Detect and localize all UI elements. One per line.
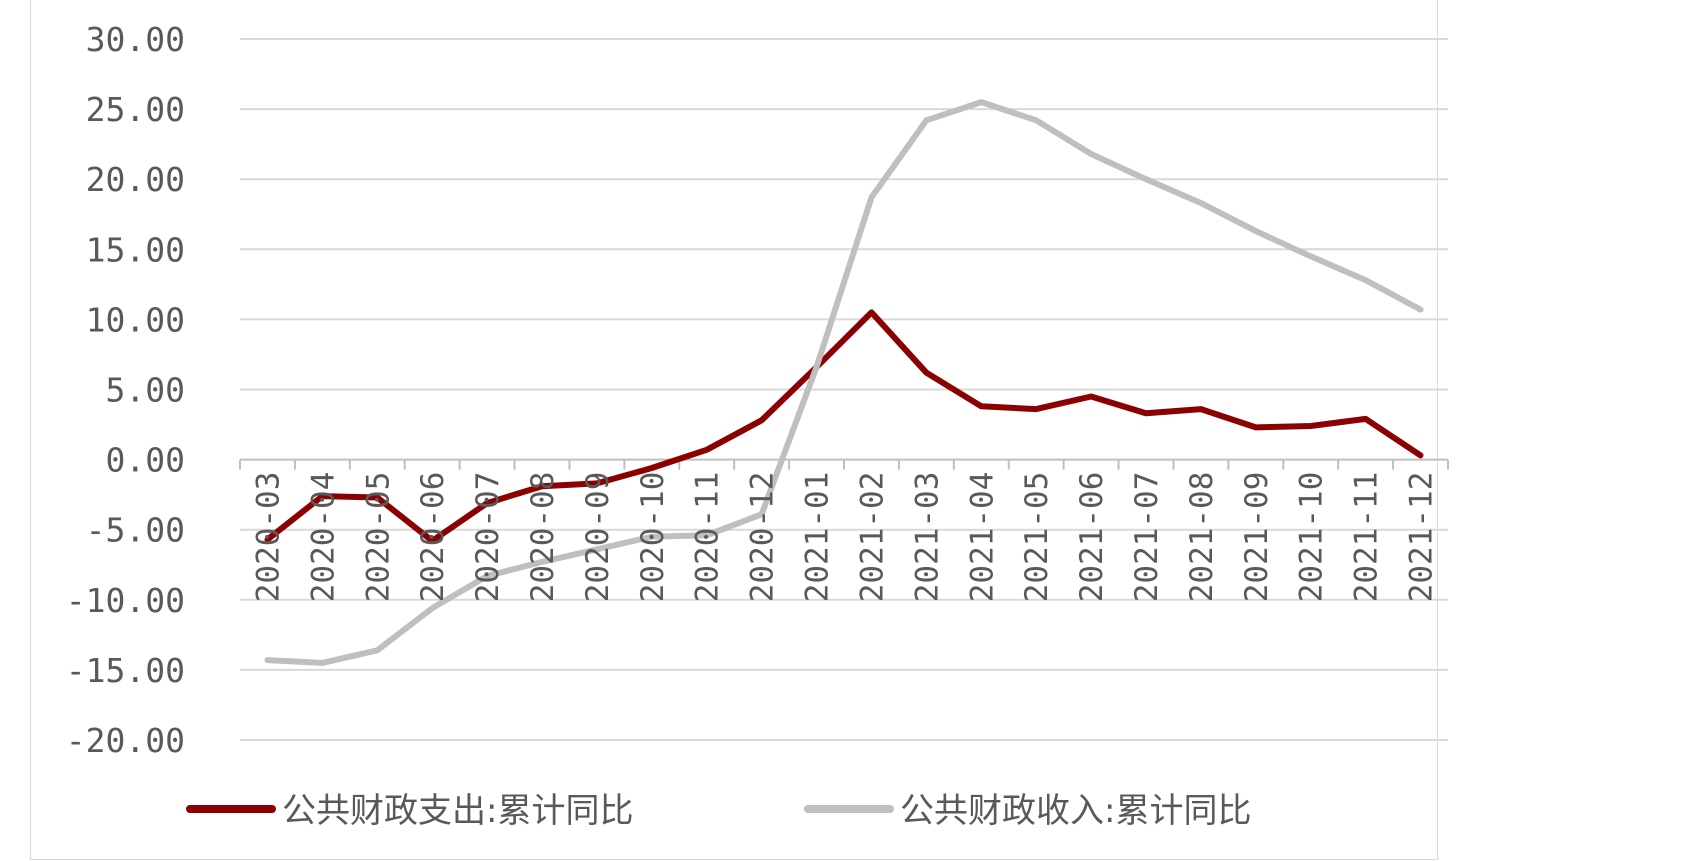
legend-label-expenditure: 公共财政支出:累计同比 <box>282 791 633 831</box>
series-line-0 <box>264 309 1424 544</box>
y-tick-label: -5.00 <box>86 511 185 550</box>
y-tick-label: 0.00 <box>106 441 185 480</box>
y-axis-ticks: 30.00 25.00 20.00 15.00 10.00 5.00 0.00 -5.00 -1… <box>66 20 185 760</box>
x-tick-label: 2020-07 <box>470 472 506 603</box>
x-tick-label: 2021-03 <box>909 472 945 603</box>
y-tick-label: 15.00 <box>86 230 185 269</box>
x-tick-label: 2021-04 <box>964 472 1000 603</box>
x-tick-label: 2021-01 <box>800 472 836 603</box>
x-axis-ticks: 2020-03 2020-04 2020-05 2020-06 2020-07 2020-… <box>250 472 1439 603</box>
x-tick-label: 2020-06 <box>415 472 451 603</box>
legend-label-revenue: 公共财政收入:累计同比 <box>900 791 1251 831</box>
y-tick-label: 20.00 <box>86 160 185 199</box>
y-tick-label: -10.00 <box>66 581 185 620</box>
x-tick-label: 2021-07 <box>1129 472 1165 603</box>
x-tick-label: 2021-02 <box>854 472 890 603</box>
chart-frame <box>30 0 1438 860</box>
x-tick-label: 2021-11 <box>1349 472 1385 603</box>
x-tick-label: 2020-05 <box>360 472 396 603</box>
x-tick-label: 2020-08 <box>525 472 561 603</box>
x-tick-label: 2021-06 <box>1074 472 1110 603</box>
x-tick-label: 2020-04 <box>305 472 341 603</box>
legend: 公共财政支出:累计同比 公共财政收入:累计同比 <box>186 791 1251 831</box>
gridlines <box>240 38 1448 741</box>
x-tick-label: 2020-03 <box>250 472 286 603</box>
series-lines <box>264 99 1424 666</box>
x-tick-label: 2021-12 <box>1404 472 1440 603</box>
series-line-1 <box>264 99 1424 666</box>
x-tick-label: 2020-10 <box>635 472 671 603</box>
x-tick-label: 2021-08 <box>1184 472 1220 603</box>
x-tick-label: 2020-12 <box>745 472 781 603</box>
x-tick-label: 2021-09 <box>1239 472 1275 603</box>
x-tick-label: 2021-10 <box>1294 472 1330 603</box>
x-tick-label: 2020-09 <box>580 472 616 603</box>
y-tick-label: -15.00 <box>66 651 185 690</box>
x-tick-label: 2020-11 <box>690 472 726 603</box>
y-tick-label: 5.00 <box>106 371 185 410</box>
x-axis <box>239 458 1449 470</box>
y-tick-label: 30.00 <box>86 20 185 59</box>
y-tick-label: -20.00 <box>66 721 185 760</box>
y-tick-label: 10.00 <box>86 300 185 339</box>
y-tick-label: 25.00 <box>86 90 185 129</box>
x-tick-label: 2021-05 <box>1019 472 1055 603</box>
